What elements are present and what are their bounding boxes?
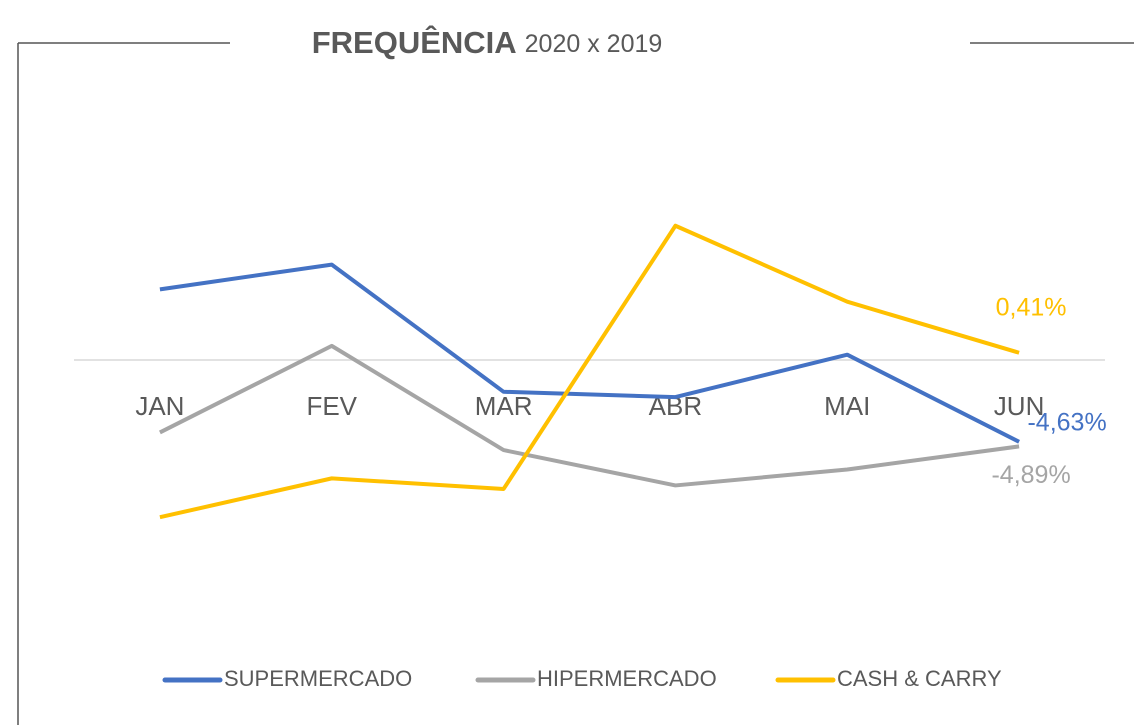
series-line [159,223,1020,520]
x-tick-label: FEV [306,391,357,421]
series-line [159,343,1020,488]
data-label: -4,89% [991,461,1070,489]
title-group: FREQUÊNCIA 2020 x 2019 [312,24,663,60]
legend-label: HIPERMERCADO [537,666,717,691]
x-tick-label: MAI [824,391,870,421]
x-tick-label: JAN [135,391,184,421]
legend-label: CASH & CARRY [837,666,1002,691]
legend-label: SUPERMERCADO [224,666,412,691]
series-line [159,262,1020,444]
x-tick-label: MAR [475,391,533,421]
data-label: 0,41% [996,293,1067,321]
chart-title: FREQUÊNCIA [312,24,517,60]
chart-subtitle: 2020 x 2019 [525,30,663,58]
x-tick-label: JUN [994,391,1045,421]
data-label: -4,63% [1027,408,1106,436]
